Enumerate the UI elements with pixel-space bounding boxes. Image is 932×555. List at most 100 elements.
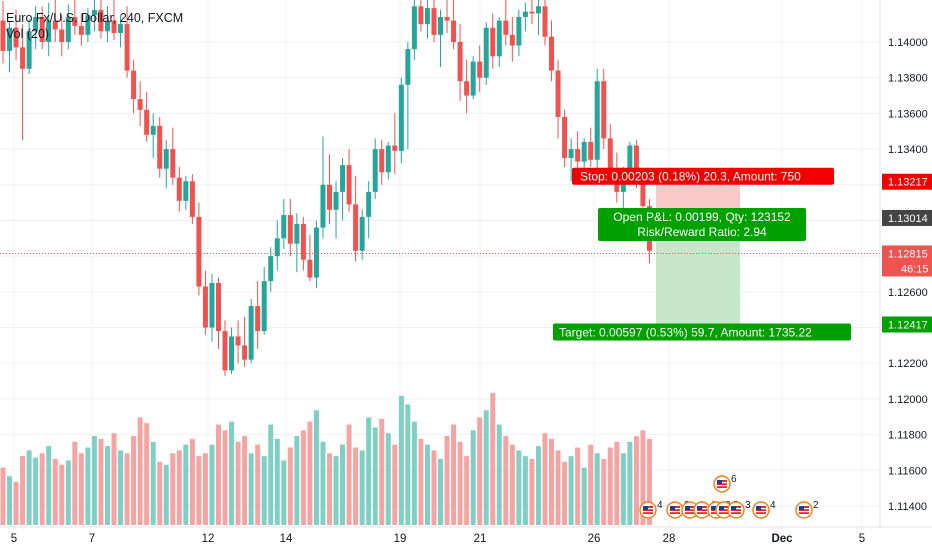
volume-bar	[549, 438, 555, 525]
event-count: 6	[731, 474, 737, 485]
candle-body	[431, 8, 437, 35]
price-tick-label: 1.12600	[888, 287, 928, 299]
volume-bar	[464, 456, 470, 525]
stop-label-text: Stop: 0.00203 (0.18%) 20.3, Amount: 750	[580, 170, 801, 184]
candle-body	[13, 27, 19, 48]
price-tick-label: 1.11400	[888, 501, 927, 513]
candle-body	[137, 99, 143, 110]
candle-body	[300, 224, 306, 260]
time-tick-label: 5	[859, 533, 865, 545]
volume-bar	[327, 453, 332, 525]
volume-bar	[568, 456, 574, 525]
volume-bar	[516, 450, 522, 525]
time-axis[interactable]: 5 7 12 14 19 21 26 28 Dec 5	[0, 526, 932, 545]
volume-bar	[111, 433, 117, 525]
volume-bar	[26, 450, 32, 525]
volume-bar	[496, 424, 502, 525]
time-tick-label: 7	[89, 533, 95, 545]
volume-bar	[229, 421, 235, 525]
economic-events[interactable]: 4211365342	[639, 474, 819, 519]
volume-bar	[646, 438, 652, 525]
entry-price-tag: 1.13014	[882, 209, 932, 226]
candle-body	[607, 138, 613, 173]
candle-body	[209, 282, 215, 328]
volume-bar	[202, 453, 208, 525]
candle-body	[516, 17, 522, 46]
price-tick-label: 1.13800	[888, 73, 928, 85]
volume-bar	[235, 441, 241, 525]
volume-bar	[137, 417, 143, 525]
candle-body	[157, 125, 163, 169]
volume-bar	[379, 418, 385, 525]
candle-body	[39, 17, 45, 42]
current-price-text: 1.12815	[888, 248, 928, 260]
candle-body	[568, 149, 574, 158]
price-tick-label: 1.11800	[888, 430, 927, 442]
us-flag-icon	[713, 475, 731, 493]
economic-event-marker[interactable]: 6	[713, 474, 737, 493]
candle-body	[91, 9, 97, 16]
candle-body	[235, 336, 241, 346]
volume-bar	[39, 453, 45, 525]
candle-body	[483, 27, 489, 78]
short-position-tool[interactable]	[656, 181, 740, 325]
candle-body	[398, 84, 404, 151]
volume-bar	[118, 450, 124, 525]
entry-price-text: 1.13014	[888, 213, 928, 225]
economic-event-marker[interactable]: 3	[727, 500, 751, 519]
volume-bar	[392, 444, 398, 525]
candle-body	[503, 20, 509, 35]
candle-body	[588, 141, 594, 160]
time-tick-label: 28	[663, 533, 676, 545]
volume-bar	[7, 476, 13, 525]
candle-body	[274, 238, 280, 257]
time-tick-label: 5	[11, 533, 17, 545]
candle-body	[333, 191, 339, 210]
volume-bar	[575, 447, 581, 525]
stop-label[interactable]: Stop: 0.00203 (0.18%) 20.3, Amount: 750	[572, 167, 834, 185]
candle-body	[496, 20, 502, 57]
us-flag-icon	[795, 501, 813, 519]
economic-event-marker[interactable]: 4	[752, 500, 776, 519]
candle-body	[59, 29, 65, 42]
candle-body	[392, 145, 398, 151]
volume-bar	[78, 453, 84, 525]
event-count: 4	[770, 500, 776, 511]
time-tick-label: 21	[474, 533, 487, 545]
candle-body	[261, 281, 267, 332]
candle-body	[353, 204, 359, 251]
candle-body	[340, 165, 346, 192]
price-tick-label: 1.12200	[888, 358, 928, 370]
volume-bar	[215, 424, 221, 525]
candle-body	[633, 145, 639, 182]
volume-bar	[307, 421, 313, 525]
candle-body	[320, 184, 326, 228]
time-tick-label: 26	[588, 533, 601, 545]
pnl-label[interactable]: Open P&L: 0.00199, Qty: 123152 Risk/Rewa…	[598, 207, 806, 241]
candle-body	[535, 6, 541, 14]
candle-body	[451, 20, 457, 42]
candle-body	[242, 345, 248, 360]
chart-legend[interactable]: Euro Fx/U.S. Dollar, 240, FXCM Vol (20)	[6, 10, 183, 42]
volume-bar	[627, 441, 633, 525]
target-price-text: 1.12417	[888, 319, 928, 331]
target-label[interactable]: Target: 0.00597 (0.53%) 59.7, Amount: 17…	[553, 323, 851, 341]
candle-body	[33, 17, 39, 32]
candle-body	[98, 9, 104, 32]
candle-body	[424, 8, 430, 25]
volume-bar	[470, 430, 476, 525]
volume-bar	[405, 404, 411, 525]
economic-event-marker[interactable]: 4	[639, 500, 663, 519]
candle-body	[366, 191, 372, 217]
symbol-title[interactable]: Euro Fx/U.S. Dollar, 240, FXCM	[6, 11, 184, 25]
pnl-label-text: Open P&L: 0.00199, Qty: 123152	[613, 210, 791, 224]
candle-body	[405, 49, 411, 85]
candle-body	[248, 306, 254, 360]
volume-bar	[353, 447, 359, 525]
candle-body	[477, 61, 483, 78]
volume-bar	[418, 438, 424, 525]
volume-indicator-title[interactable]: Vol (20)	[6, 27, 50, 41]
economic-event-marker[interactable]: 2	[795, 500, 819, 519]
